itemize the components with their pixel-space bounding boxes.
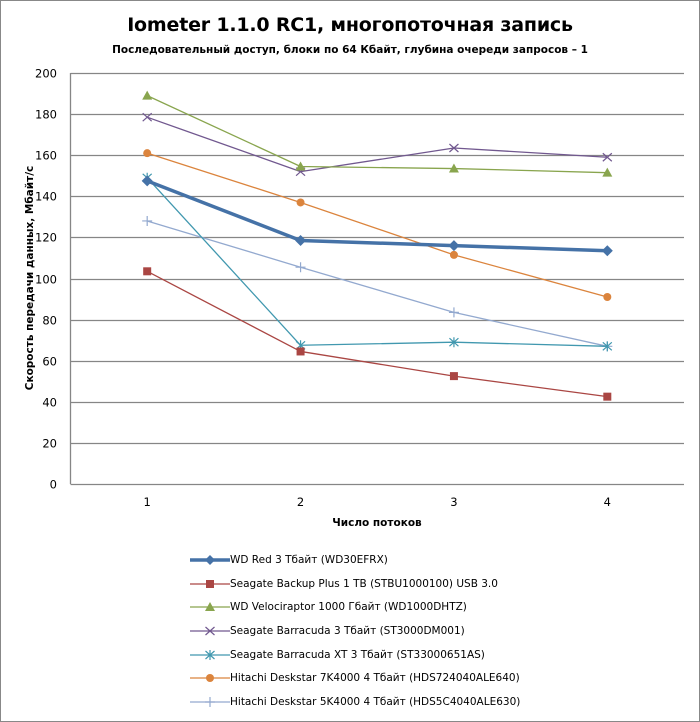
legend-marker-icon — [205, 649, 215, 660]
legend-item: WD Red 3 Тбайт (WD30EFRX) — [190, 548, 520, 572]
legend: WD Red 3 Тбайт (WD30EFRX) Seagate Backup … — [190, 548, 520, 714]
series-line — [146, 152, 608, 298]
y-tick-label: 60 — [42, 355, 57, 369]
y-tick-label: 200 — [35, 67, 57, 81]
series-line — [146, 270, 608, 398]
legend-label: WD Red 3 Тбайт (WD30EFRX) — [230, 553, 388, 566]
legend-item: WD Velociraptor 1000 Гбайт (WD1000DHTZ) — [190, 595, 520, 619]
legend-marker-icon — [206, 674, 214, 683]
y-tick-label: 100 — [35, 273, 57, 287]
y-tick-label: 140 — [35, 190, 57, 204]
x-axis-ticks: 1 2 3 4 — [144, 495, 611, 509]
data-point — [449, 250, 458, 259]
chart-subtitle: Последовательный доступ, блоки по 64 Кба… — [112, 44, 588, 56]
x-tick-label: 4 — [604, 495, 611, 509]
y-tick-label: 180 — [35, 108, 57, 122]
data-point — [449, 143, 459, 153]
data-point — [603, 292, 612, 301]
chart-title: Iometer 1.1.0 RC1, многопоточная запись — [127, 14, 573, 36]
legend-label: WD Velociraptor 1000 Гбайт (WD1000DHTZ) — [230, 601, 467, 614]
series-line — [146, 177, 608, 347]
legend-item: Hitachi Deskstar 7K4000 4 Тбайт (HDS7240… — [190, 666, 520, 690]
legend-item: Seagate Barracuda 3 Тбайт (ST3000DM001) — [190, 619, 520, 643]
series-1 — [141, 175, 613, 257]
legend-marker-icon — [205, 696, 215, 707]
legend-marker-icon — [205, 626, 215, 636]
data-point — [143, 149, 152, 158]
legend-swatch — [190, 649, 230, 660]
x-tick-label: 2 — [297, 495, 304, 509]
data-point — [602, 152, 613, 162]
data-point — [142, 215, 153, 226]
data-point — [296, 347, 305, 356]
series-line — [146, 220, 608, 347]
legend-label: Seagate Barracuda 3 Тбайт (ST3000DM001) — [230, 624, 465, 637]
series-3 — [142, 90, 613, 177]
data-point — [142, 90, 153, 100]
data-point — [296, 198, 305, 207]
data-point — [448, 240, 460, 252]
data-point — [295, 234, 307, 246]
y-tick-label: 80 — [42, 314, 57, 328]
data-point — [141, 175, 153, 187]
legend-item: Seagate Barracuda XT 3 Тбайт (ST33000651… — [190, 643, 520, 667]
legend-marker-icon — [205, 554, 215, 565]
legend-label: Seagate Barracuda XT 3 Тбайт (ST33000651… — [230, 648, 485, 661]
series-group — [141, 90, 613, 401]
x-axis-title: Число потоков — [332, 517, 422, 529]
y-tick-label: 120 — [35, 231, 57, 245]
data-point — [448, 163, 459, 173]
y-tick-label: 160 — [35, 149, 57, 163]
legend-swatch — [190, 626, 230, 636]
legend-swatch — [190, 602, 230, 612]
series-line — [146, 95, 608, 174]
data-point — [295, 161, 306, 171]
data-point — [295, 262, 306, 273]
data-point — [449, 372, 458, 381]
series-6 — [143, 149, 612, 301]
legend-label: Hitachi Deskstar 5K4000 4 Тбайт (HDS5C40… — [230, 695, 521, 708]
y-axis-title: Скорость передачи данных, Мбайт/с — [24, 166, 36, 391]
data-point — [601, 245, 613, 257]
legend-marker-icon — [206, 579, 214, 588]
series-4 — [142, 112, 613, 177]
y-tick-label: 20 — [42, 437, 57, 451]
series-2 — [143, 267, 612, 401]
data-point — [449, 337, 459, 348]
legend-swatch — [190, 579, 230, 588]
legend-marker-icon — [205, 602, 215, 612]
y-tick-label: 0 — [50, 478, 57, 492]
legend-item: Seagate Backup Plus 1 TB (STBU1000100) U… — [190, 572, 520, 596]
series-line — [146, 179, 608, 253]
data-point — [143, 267, 152, 276]
series-line — [146, 116, 608, 173]
data-point — [602, 341, 613, 352]
x-tick-label: 3 — [450, 495, 457, 509]
y-tick-label: 40 — [42, 396, 57, 410]
legend-swatch — [190, 554, 230, 565]
y-axis-ticks: 0 20 40 60 80 100 120 140 160 180 200 — [35, 67, 57, 492]
legend-label: Hitachi Deskstar 7K4000 4 Тбайт (HDS7240… — [230, 672, 520, 685]
legend-swatch — [190, 674, 230, 683]
series-5 — [142, 172, 613, 352]
x-tick-label: 1 — [144, 495, 151, 509]
legend-item: Hitachi Deskstar 5K4000 4 Тбайт (HDS5C40… — [190, 690, 520, 714]
legend-swatch — [190, 696, 230, 707]
data-point — [448, 307, 459, 318]
legend-label: Seagate Backup Plus 1 TB (STBU1000100) U… — [230, 577, 498, 590]
data-point — [603, 392, 612, 401]
data-point — [142, 112, 153, 122]
series-7 — [142, 215, 613, 352]
data-point — [602, 167, 613, 177]
